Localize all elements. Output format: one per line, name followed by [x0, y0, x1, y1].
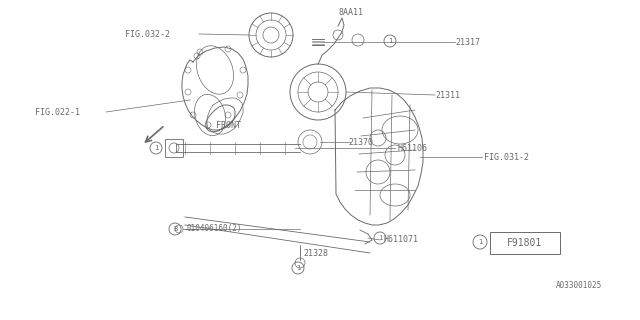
- Text: 21311: 21311: [435, 91, 460, 100]
- Text: FIG.031-2: FIG.031-2: [484, 153, 529, 162]
- Text: 21328: 21328: [303, 249, 328, 258]
- Text: 010406160(2): 010406160(2): [186, 225, 241, 234]
- Text: H611071: H611071: [383, 236, 418, 244]
- Text: FRONT: FRONT: [216, 121, 241, 130]
- Text: 1: 1: [478, 239, 482, 245]
- Text: H61106: H61106: [397, 143, 427, 153]
- Text: 1: 1: [154, 145, 158, 151]
- Text: F91801: F91801: [508, 238, 543, 248]
- Text: 21317: 21317: [455, 37, 480, 46]
- Text: B: B: [173, 226, 177, 232]
- Text: 8AA11: 8AA11: [338, 7, 363, 17]
- Text: FIG.032-2: FIG.032-2: [125, 29, 170, 38]
- Bar: [165, 139, 183, 157]
- Text: A033001025: A033001025: [556, 281, 602, 290]
- Bar: [490, 232, 560, 254]
- Text: 1: 1: [378, 235, 382, 241]
- Text: 1: 1: [296, 265, 300, 271]
- Text: 21370: 21370: [348, 138, 373, 147]
- Text: FIG.022-1: FIG.022-1: [35, 108, 80, 116]
- Text: 1: 1: [388, 38, 392, 44]
